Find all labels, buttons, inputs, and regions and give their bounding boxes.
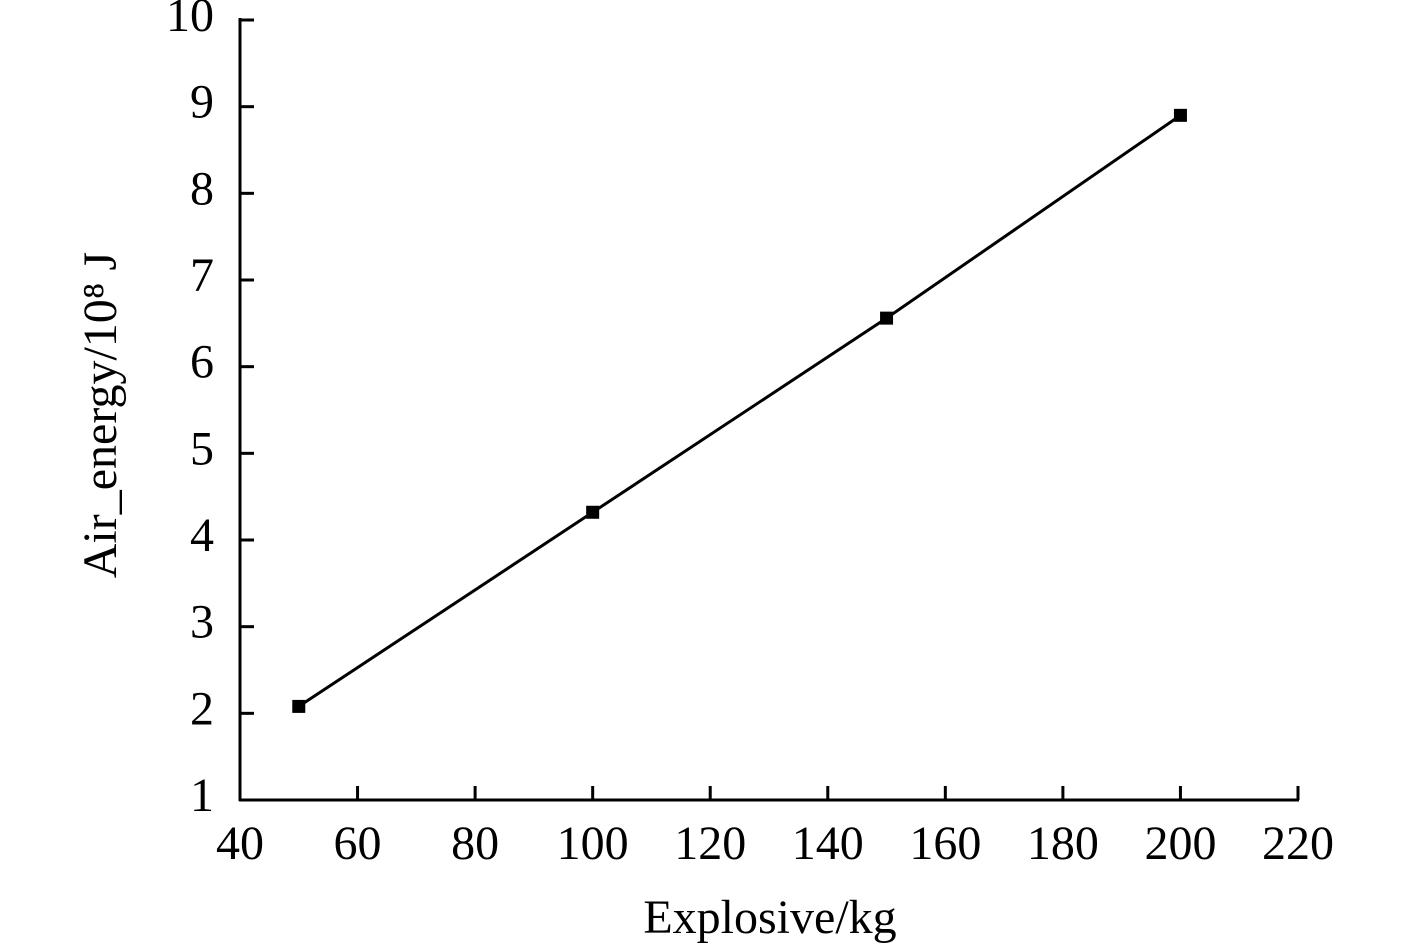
y-tick-label: 10 xyxy=(166,0,214,42)
series-line xyxy=(297,114,1182,708)
y-tick-label: 6 xyxy=(190,336,214,389)
x-tick-label: 40 xyxy=(216,817,264,870)
data-point xyxy=(586,505,600,519)
x-tick-label: 200 xyxy=(1144,817,1216,870)
data-point xyxy=(1173,108,1187,122)
y-tick-label: 5 xyxy=(190,422,214,475)
x-tick-label: 120 xyxy=(674,817,746,870)
x-tick-label: 180 xyxy=(1027,817,1099,870)
x-tick-label: 140 xyxy=(792,817,864,870)
y-axis-label: Air_energy/10⁸ J xyxy=(74,252,127,578)
y-tick-label: 2 xyxy=(190,682,214,735)
y-tick-label: 3 xyxy=(190,596,214,649)
y-tick-label: 8 xyxy=(190,162,214,215)
x-tick-label: 100 xyxy=(557,817,629,870)
x-tick-label: 160 xyxy=(909,817,981,870)
y-tick-label: 1 xyxy=(190,769,214,822)
x-tick-label: 60 xyxy=(334,817,382,870)
y-tick-label: 7 xyxy=(190,249,214,302)
y-tick-label: 4 xyxy=(190,509,214,562)
x-tick-label: 220 xyxy=(1262,817,1334,870)
x-tick-label: 80 xyxy=(451,817,499,870)
data-point xyxy=(292,699,306,713)
data-point xyxy=(880,311,894,325)
y-tick-label: 9 xyxy=(190,76,214,129)
x-axis-label: Explosive/kg xyxy=(643,891,896,944)
